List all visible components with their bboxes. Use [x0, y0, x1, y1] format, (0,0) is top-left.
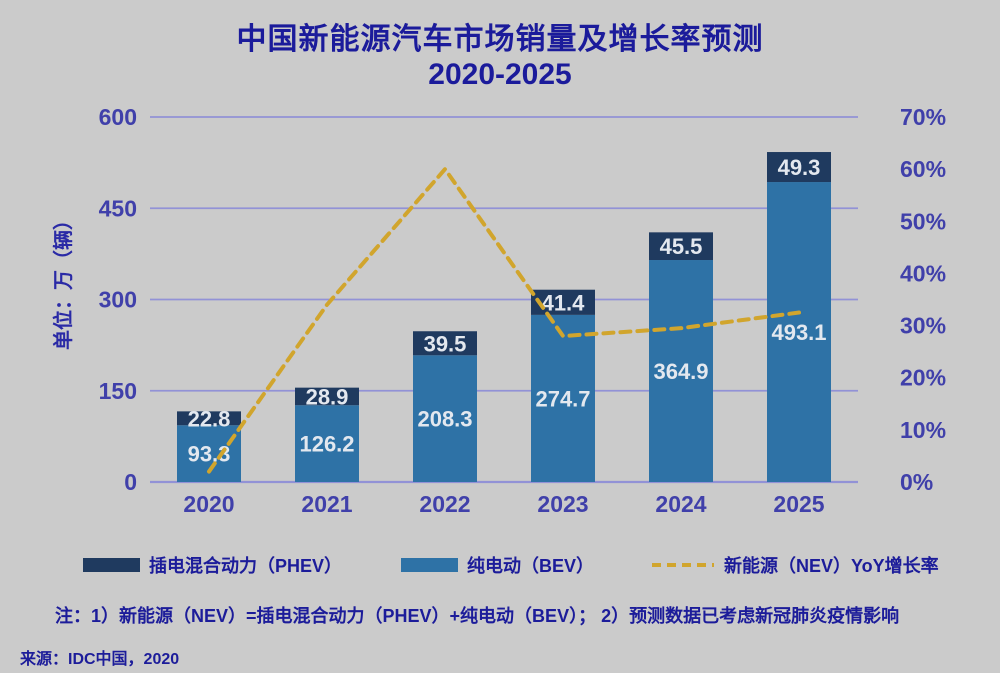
bar-segment-phev [531, 289, 595, 315]
x-axis-tick-label: 2021 [301, 491, 352, 517]
bar-segment-phev [295, 387, 359, 406]
legend-label-nev: 新能源（NEV）YoY增长率 [724, 556, 939, 576]
x-axis-tick-label: 2022 [419, 491, 470, 517]
bar-segment-phev [767, 152, 831, 183]
legend-item-nev-line: 新能源（NEV）YoY增长率 [651, 552, 939, 578]
chart-title: 中国新能源汽车市场销量及增长率预测 [236, 23, 764, 56]
right-axis-tick-label: 30% [900, 313, 946, 339]
bar-segment-phev [177, 411, 241, 426]
bar-segment-bev [295, 405, 359, 482]
bar-value-label-bev: 493.1 [771, 320, 826, 345]
bar-value-label-phev: 22.8 [188, 406, 231, 431]
legend-item-phev: 插电混合动力（PHEV） [83, 552, 342, 578]
legend-swatch-phev [83, 558, 140, 572]
bar-segment-phev [649, 232, 713, 261]
bar-value-label-bev: 274.7 [535, 386, 590, 411]
right-axis-tick-label: 20% [900, 365, 946, 391]
yoy-growth-line [207, 165, 801, 474]
legend-swatch-bev [401, 558, 458, 572]
right-axis-tick-label: 60% [900, 156, 946, 182]
bar-segment-bev [649, 260, 713, 482]
x-axis-tick-label: 2020 [183, 491, 234, 517]
bar-value-label-phev: 28.9 [306, 384, 349, 409]
bar-value-label-bev: 364.9 [653, 359, 708, 384]
bar-value-label-bev: 126.2 [299, 432, 354, 457]
bar-value-label-phev: 45.5 [660, 234, 703, 259]
left-axis-tick-label: 450 [99, 195, 137, 221]
bar-segment-bev [531, 314, 595, 482]
source: 来源：IDC中国，2020 [20, 651, 180, 668]
x-axis-tick-label: 2023 [537, 491, 588, 517]
legend: 插电混合动力（PHEV） 纯电动（BEV） 新能源（NEV）YoY增长率 [0, 552, 1000, 578]
bar-segment-bev [413, 355, 477, 482]
bar-value-label-phev: 49.3 [778, 155, 821, 180]
bar-segment-bev [767, 182, 831, 483]
chart-subtitle: 2020-2025 [428, 58, 572, 91]
bar-value-label-bev: 93.3 [188, 442, 231, 467]
x-axis-tick-label: 2024 [655, 491, 706, 517]
left-axis-tick-label: 600 [99, 104, 137, 130]
legend-label-phev: 插电混合动力（PHEV） [149, 556, 343, 576]
x-axis-tick-label: 2025 [773, 491, 824, 517]
legend-line-nev [652, 563, 714, 567]
legend-item-bev: 纯电动（BEV） [401, 552, 594, 578]
left-axis-tick-label: 300 [99, 287, 137, 313]
right-axis-tick-label: 70% [900, 104, 946, 130]
bar-value-label-bev: 208.3 [417, 407, 472, 432]
right-axis-tick-label: 0% [900, 469, 933, 495]
right-axis-tick-label: 40% [900, 260, 946, 286]
bar-segment-phev [413, 331, 477, 356]
legend-label-bev: 纯电动（BEV） [467, 556, 595, 576]
right-axis-tick-label: 10% [900, 417, 946, 443]
left-axis-tick-label: 150 [99, 378, 137, 404]
footnote: 注：1）新能源（NEV）=插电混合动力（PHEV）+纯电动（BEV）； 2）预测… [55, 606, 900, 626]
bar-value-label-phev: 39.5 [424, 331, 467, 356]
bar-value-label-phev: 41.4 [542, 290, 586, 315]
left-axis-tick-label: 0 [124, 469, 137, 495]
right-axis-tick-label: 50% [900, 208, 946, 234]
